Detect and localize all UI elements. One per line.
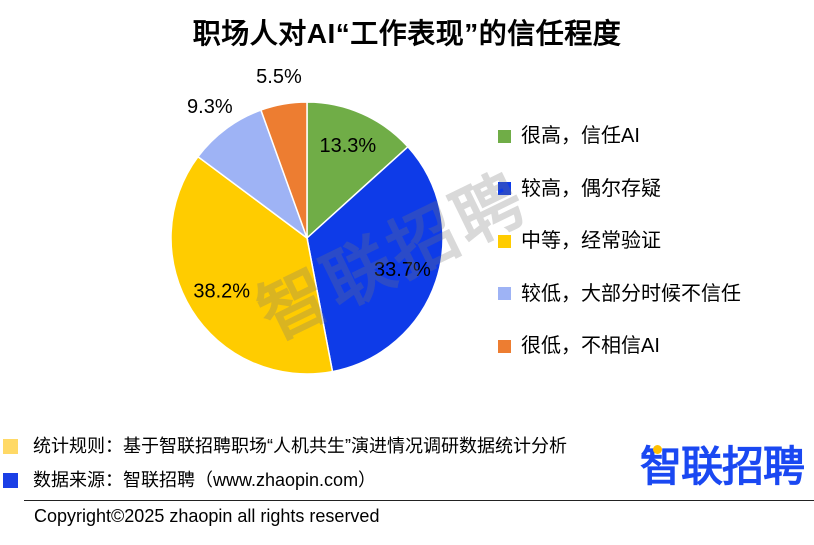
- legend-swatch-medium: [498, 234, 511, 248]
- pie-slice-very-low: [259, 101, 308, 239]
- note-statistics-rule-text: 统计规则：基于智联招聘职场“人机共生”演进情况调研数据统计分析: [33, 436, 567, 456]
- legend-label-very-high: 很高，信任AI: [521, 125, 640, 147]
- copyright-text: Copyright©2025 zhaopin all rights reserv…: [34, 506, 380, 526]
- brand-logo: 智联招聘: [640, 440, 805, 494]
- pie-slice-medium: [170, 155, 334, 375]
- legend-swatch-low: [498, 287, 511, 300]
- legend-swatch-very-low: [498, 339, 511, 353]
- legend-item-very-low: 很低，不相信AI: [498, 333, 741, 359]
- legend-label-medium: 中等，经常验证: [521, 230, 661, 252]
- pie-slice-low: [196, 109, 309, 241]
- note-data-source-text: 数据来源：智联招聘（www.zhaopin.com）: [33, 470, 377, 490]
- note-data-source: 数据来源：智联招聘（www.zhaopin.com）: [0, 468, 376, 492]
- legend-item-high: 较高，偶尔存疑: [498, 176, 741, 202]
- legend-swatch-high: [498, 182, 511, 195]
- pie-slice-very-high: [306, 101, 409, 240]
- legend-item-low: 较低，大部分时候不信任: [498, 281, 741, 307]
- brand-logo-text: 智联招聘: [640, 443, 805, 490]
- legend-label-low: 较低，大部分时候不信任: [521, 282, 741, 305]
- pie-data-label-medium: 38.2%: [193, 280, 250, 302]
- footer-divider: [24, 500, 814, 501]
- pie-data-labels: 13.3% 33.7% 38.2% 9.3% 5.5%: [187, 66, 431, 302]
- pie-data-label-very-high: 13.3%: [319, 135, 376, 157]
- pie-data-label-high: 33.7%: [374, 259, 431, 281]
- pie-data-label-very-low: 5.5%: [256, 66, 302, 88]
- pie-chart: 13.3% 33.7% 38.2% 9.3% 5.5%: [170, 66, 444, 375]
- pie-data-label-low: 9.3%: [187, 96, 233, 118]
- chart-title: 职场人对AI“工作表现”的信任程度: [192, 18, 622, 49]
- legend-item-medium: 中等，经常验证: [498, 228, 741, 254]
- legend-item-very-high: 很高，信任AI: [498, 123, 741, 149]
- brand-logo-accent-dot: [653, 445, 662, 454]
- chart-legend: 很高，信任AI 较高，偶尔存疑 中等，经常验证 较低，大部分时候不信任 很低，不…: [498, 123, 741, 386]
- legend-label-high: 较高，偶尔存疑: [521, 177, 661, 200]
- note-statistics-rule: 统计规则：基于智联招聘职场“人机共生”演进情况调研数据统计分析: [0, 434, 567, 458]
- pie-slices: [170, 101, 444, 375]
- note-data-source-swatch: [3, 472, 18, 488]
- note-statistics-rule-swatch: [3, 438, 18, 454]
- legend-label-very-low: 很低，不相信AI: [521, 335, 660, 357]
- pie-slice-high: [306, 145, 444, 373]
- legend-swatch-very-high: [498, 129, 511, 143]
